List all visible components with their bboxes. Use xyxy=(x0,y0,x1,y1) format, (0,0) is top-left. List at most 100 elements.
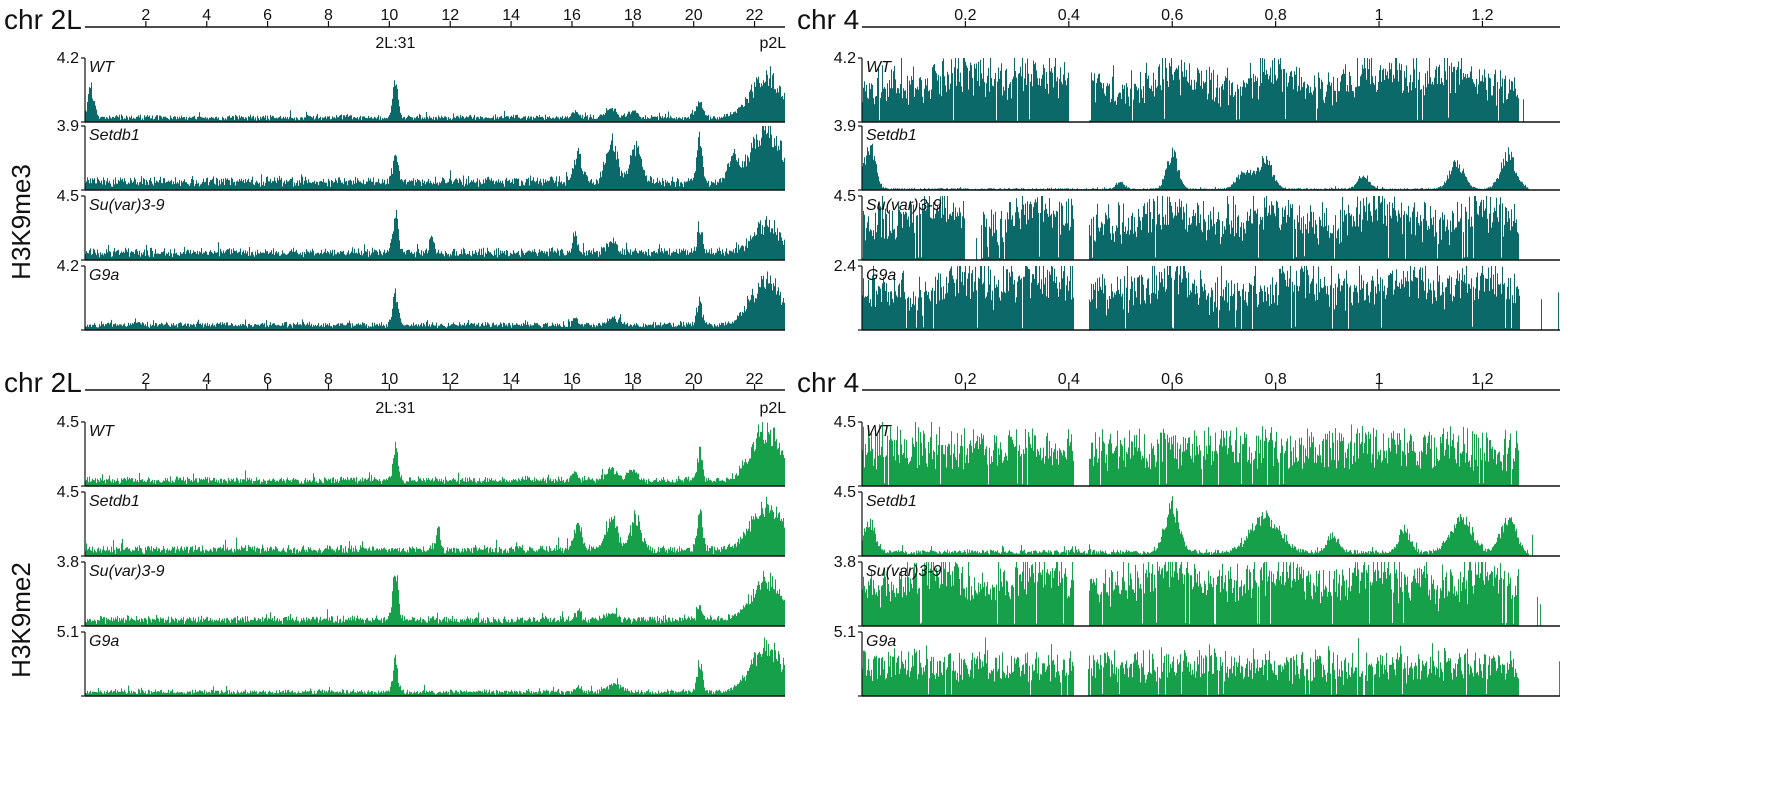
annotation-p2l: p2L xyxy=(759,35,786,52)
annotation-2l-31: 2L:31 xyxy=(375,400,415,417)
signal-profile xyxy=(862,422,1519,486)
x-tick-label: 1.2 xyxy=(1471,371,1493,388)
annotation-2l-31: 2L:31 xyxy=(375,35,415,52)
modification-label-h3k9me2: H3K9me2 xyxy=(6,562,36,678)
x-tick-label: 18 xyxy=(624,371,642,388)
track-name-label: Setdb1 xyxy=(89,493,140,510)
track-name-label: WT xyxy=(866,423,892,440)
x-tick-label: 4 xyxy=(202,371,211,388)
panel-h3k9me3-chr2l: chr 2L 2 4 6 8 10 12 14 16 18 20 22 2L:31 p2L 4.2 WT 3.9… xyxy=(4,4,786,331)
annotation-p2l: p2L xyxy=(759,400,786,417)
x-tick-label: 16 xyxy=(563,371,581,388)
x-tick-label: 0.8 xyxy=(1265,371,1287,388)
signal-profile xyxy=(862,637,1560,696)
x-tick-label: 2 xyxy=(141,371,150,388)
x-tick-label: 0.4 xyxy=(1058,7,1080,24)
track-name-label: G9a xyxy=(866,267,896,284)
track-name-label: Setdb1 xyxy=(89,127,140,144)
x-tick-label: 0.2 xyxy=(954,371,976,388)
track-su-var-3-9: 3.8 Su(var)3-9 xyxy=(57,554,785,627)
signal-profile xyxy=(862,562,1541,626)
x-tick-label: 1 xyxy=(1375,7,1384,24)
x-tick-label: 22 xyxy=(746,7,764,24)
track-wt: 4.5 WT xyxy=(57,414,785,487)
chromosome-label: chr 4 xyxy=(797,4,859,35)
track-ymax-label: 5.1 xyxy=(57,624,79,641)
track-su-var-3-9: 3.8 Su(var)3-9 xyxy=(834,554,1560,627)
signal-profile xyxy=(85,496,785,556)
track-name-label: Su(var)3-9 xyxy=(89,563,165,580)
track-ymax-label: 4.5 xyxy=(834,188,856,205)
track-ymax-label: 4.2 xyxy=(57,258,79,275)
signal-profile xyxy=(85,126,785,190)
modification-label-h3k9me3: H3K9me3 xyxy=(6,164,36,280)
track-setdb1: 4.5 Setdb1 xyxy=(834,484,1560,557)
x-tick-label: 12 xyxy=(441,7,459,24)
x-tick-label: 18 xyxy=(624,7,642,24)
signal-profile xyxy=(85,637,785,696)
track-name-label: G9a xyxy=(89,267,119,284)
track-ymax-label: 4.2 xyxy=(57,50,79,67)
track-ymax-label: 4.2 xyxy=(834,50,856,67)
track-name-label: Setdb1 xyxy=(866,127,917,144)
track-setdb1: 3.9 Setdb1 xyxy=(57,118,785,191)
x-tick-label: 14 xyxy=(502,371,520,388)
x-tick-label: 1 xyxy=(1375,371,1384,388)
track-ymax-label: 5.1 xyxy=(834,624,856,641)
track-g9a: 5.1 G9a xyxy=(57,624,785,697)
x-tick-label: 4 xyxy=(202,7,211,24)
track-wt: 4.2 WT xyxy=(834,50,1560,123)
x-tick-label: 20 xyxy=(685,7,703,24)
x-tick-label: 20 xyxy=(685,371,703,388)
track-ymax-label: 3.8 xyxy=(834,554,856,571)
track-wt: 4.5 WT xyxy=(834,414,1560,487)
track-name-label: WT xyxy=(866,59,892,76)
track-ymax-label: 3.8 xyxy=(57,554,79,571)
track-name-label: G9a xyxy=(89,633,119,650)
signal-profile xyxy=(85,271,785,330)
track-name-label: WT xyxy=(89,423,115,440)
x-tick-label: 16 xyxy=(563,7,581,24)
track-ymax-label: 4.5 xyxy=(57,414,79,431)
chromosome-label: chr 4 xyxy=(797,367,859,398)
chromosome-label: chr 2L xyxy=(4,4,82,35)
track-name-label: Setdb1 xyxy=(866,493,917,510)
signal-profile xyxy=(862,266,1559,330)
track-ymax-label: 2.4 xyxy=(834,258,856,275)
signal-profile xyxy=(862,496,1533,556)
track-setdb1: 3.9 Setdb1 xyxy=(834,118,1560,191)
signal-profile xyxy=(85,66,785,122)
x-tick-label: 22 xyxy=(746,371,764,388)
track-name-label: WT xyxy=(89,59,115,76)
x-tick-label: 1.2 xyxy=(1471,7,1493,24)
track-ymax-label: 4.5 xyxy=(57,188,79,205)
x-tick-label: 10 xyxy=(380,7,398,24)
track-setdb1: 4.5 Setdb1 xyxy=(57,484,785,557)
x-tick-label: 6 xyxy=(263,7,272,24)
track-ymax-label: 3.9 xyxy=(57,118,79,135)
signal-profile xyxy=(862,196,1519,260)
x-tick-label: 10 xyxy=(380,371,398,388)
x-tick-label: 0.6 xyxy=(1161,371,1183,388)
x-tick-label: 12 xyxy=(441,371,459,388)
track-name-label: Su(var)3-9 xyxy=(866,197,942,214)
track-su-var-3-9: 4.5 Su(var)3-9 xyxy=(57,188,785,261)
panel-h3k9me2-chr4: chr 4 0.2 0.4 0.6 0.8 1 1.2 4.5 WT 4.5 Setdb1 3.8 Su… xyxy=(797,367,1560,697)
track-name-label: Su(var)3-9 xyxy=(866,563,942,580)
panel-h3k9me3-chr4: chr 4 0.2 0.4 0.6 0.8 1 1.2 4.2 WT 3.9 Setdb1 4.5 Su… xyxy=(797,4,1560,331)
track-g9a: 2.4 G9a xyxy=(834,258,1560,331)
signal-profile xyxy=(85,422,785,486)
track-name-label: Su(var)3-9 xyxy=(89,197,165,214)
signal-profile xyxy=(862,143,1529,190)
track-ymax-label: 4.5 xyxy=(834,414,856,431)
x-tick-label: 8 xyxy=(324,371,333,388)
x-tick-label: 0.4 xyxy=(1058,371,1080,388)
x-tick-label: 0.6 xyxy=(1161,7,1183,24)
x-tick-label: 0.2 xyxy=(954,7,976,24)
x-tick-label: 14 xyxy=(502,7,520,24)
x-tick-label: 6 xyxy=(263,371,272,388)
track-name-label: G9a xyxy=(866,633,896,650)
chromosome-label: chr 2L xyxy=(4,367,82,398)
